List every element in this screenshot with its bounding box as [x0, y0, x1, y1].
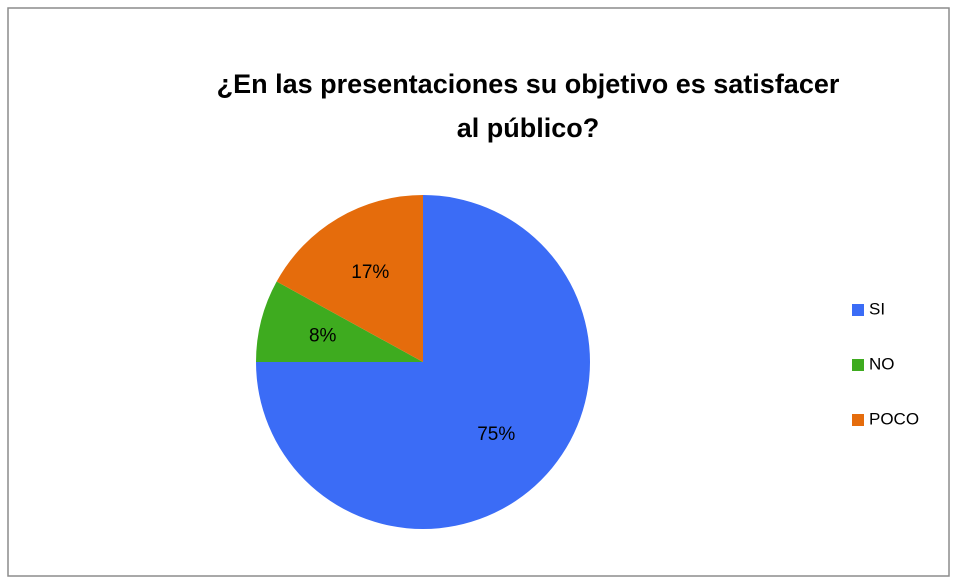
legend-swatch	[852, 304, 864, 316]
data-label: 8%	[309, 325, 337, 346]
pie-slice	[256, 281, 423, 362]
legend-swatch	[852, 414, 864, 426]
legend-label: POCO	[869, 409, 919, 428]
chart-title: ¿En las presentaciones su objetivo es sa…	[217, 69, 840, 99]
pie-slice	[276, 195, 423, 362]
legend-swatch	[852, 359, 864, 371]
legend-label: NO	[869, 354, 895, 373]
data-label: 75%	[477, 424, 515, 445]
chart-title: al público?	[457, 113, 600, 143]
legend-label: SI	[869, 299, 885, 318]
data-label: 17%	[351, 262, 389, 283]
